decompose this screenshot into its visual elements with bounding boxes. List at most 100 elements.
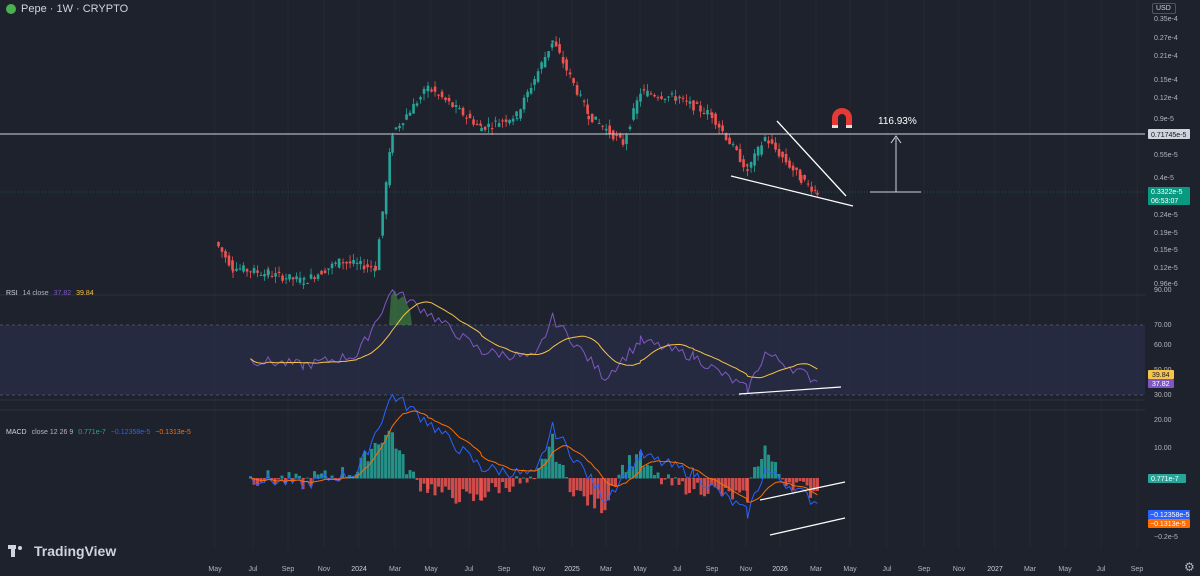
settings-gear-icon[interactable]: ⚙ — [1184, 560, 1195, 574]
symbol-header[interactable]: Pepe · 1W · CRYPTO — [6, 3, 128, 15]
time-label: Mar — [389, 566, 402, 573]
macd-histogram-bar — [301, 478, 305, 490]
macd-histogram-bar — [475, 478, 479, 495]
candlesticks[interactable] — [217, 36, 819, 289]
macd-histogram-bar — [356, 471, 360, 479]
candle — [749, 161, 753, 168]
macd-histogram-bar — [805, 478, 809, 486]
macd-histogram-bar — [638, 451, 642, 479]
measure-label: 116.93% — [878, 116, 917, 127]
candle — [582, 100, 586, 102]
macd-histogram-bar — [327, 478, 331, 480]
macd-histogram-bar — [422, 478, 426, 484]
macd-histogram-bar — [490, 478, 494, 484]
macd-histogram-bar — [593, 478, 597, 509]
macd-histogram-bar — [501, 478, 505, 483]
macd-line-divergence-trendline[interactable] — [769, 517, 846, 536]
macd-value: −0.12358e-5 — [110, 429, 151, 436]
macd-histogram-bar — [302, 478, 306, 479]
macd-histogram-bar — [753, 467, 757, 479]
macd-histogram-bar — [812, 478, 816, 492]
candle — [798, 169, 802, 181]
candle — [777, 149, 781, 157]
time-label: Mar — [1024, 566, 1037, 573]
time-label: May — [843, 566, 857, 573]
candle — [472, 119, 475, 125]
candle — [608, 125, 611, 134]
macd-histogram-bar — [256, 478, 260, 486]
macd-histogram-bar — [408, 470, 412, 479]
candle — [277, 271, 281, 273]
candle — [480, 127, 483, 132]
wedge-lower-trendline[interactable] — [730, 175, 854, 207]
macd-histogram-bar — [547, 446, 551, 479]
candle — [483, 126, 487, 130]
macd-histogram-bar — [692, 478, 696, 490]
macd-histogram-bar — [504, 478, 508, 489]
macd-histogram-bar — [760, 459, 764, 479]
currency-button[interactable]: USD — [1152, 3, 1176, 14]
candle — [590, 113, 594, 123]
macd-histogram-bar — [294, 473, 298, 479]
candle — [572, 78, 575, 83]
time-axis[interactable]: May Jul Sep Nov 2024 Mar May Jul Sep Nov 2025 Mar Ma… — [208, 566, 1143, 573]
candle — [306, 283, 309, 285]
candle — [781, 151, 784, 158]
time-label: Sep — [706, 566, 719, 573]
candle — [381, 211, 384, 236]
macd-histogram-bar — [696, 478, 700, 483]
price-axis-label: 0.21e-4 — [1154, 53, 1178, 60]
time-label: Jul — [673, 566, 682, 573]
macd-histogram-bar — [568, 478, 572, 493]
rsi-legend[interactable]: RSI 14 close 37.82 39.84 — [6, 290, 97, 297]
candle — [678, 96, 681, 99]
macd-histogram-bar — [798, 478, 802, 482]
candle — [784, 153, 788, 163]
rsi-badge — [1148, 379, 1174, 388]
candle — [746, 169, 749, 171]
macd-histogram-bar — [444, 478, 448, 487]
macd-histogram-bar — [746, 478, 750, 503]
macd-name: MACD — [6, 429, 27, 436]
candle — [615, 135, 618, 137]
macd-histogram — [249, 430, 819, 514]
tradingview-logo[interactable]: TradingView — [8, 543, 116, 559]
rsi-divergence-trendline[interactable] — [738, 386, 842, 395]
candle — [803, 175, 806, 180]
macd-histogram-bar — [606, 478, 610, 501]
macd-histogram-bar — [645, 464, 649, 479]
candle — [618, 133, 622, 138]
candle — [475, 123, 479, 125]
time-label: Jul — [249, 566, 258, 573]
candle — [515, 118, 519, 120]
macd-histogram-bar — [767, 454, 771, 479]
candle — [568, 72, 572, 75]
macd-histogram-bar — [412, 471, 416, 479]
candle — [635, 100, 639, 114]
macd-histogram-bar — [781, 478, 785, 480]
candle — [217, 241, 220, 247]
macd-histogram-bar — [306, 477, 310, 479]
wedge-upper-trendline[interactable] — [776, 120, 847, 197]
candle — [295, 276, 298, 280]
macd-histogram-bar — [582, 478, 586, 497]
macd-hist-divergence-trendline[interactable] — [759, 481, 846, 501]
brand-name: TradingView — [34, 543, 117, 559]
macd-legend[interactable]: MACD close 12 26 9 0.771e-7 −0.12358e-5 … — [6, 429, 194, 436]
candle — [302, 277, 306, 280]
candle — [401, 123, 405, 126]
macd-histogram-bar — [544, 458, 548, 479]
measure-tool[interactable] — [870, 133, 921, 193]
rsi-ma-value: 39.84 — [76, 290, 94, 297]
rsi-axis-label: 60.00 — [1154, 342, 1172, 349]
price-axis[interactable]: 0.35e-4 0.27e-4 0.21e-4 0.15e-4 0.12e-4 0.9e-… — [1154, 16, 1178, 288]
candle — [813, 189, 817, 191]
macd-histogram-bar — [263, 478, 267, 482]
price-axis-label: 0.19e-5 — [1154, 230, 1178, 237]
time-label: May — [633, 566, 647, 573]
candle — [359, 260, 362, 265]
macd-histogram-bar — [451, 478, 455, 499]
candle — [519, 109, 522, 119]
macd-signal-badge — [1148, 519, 1190, 528]
